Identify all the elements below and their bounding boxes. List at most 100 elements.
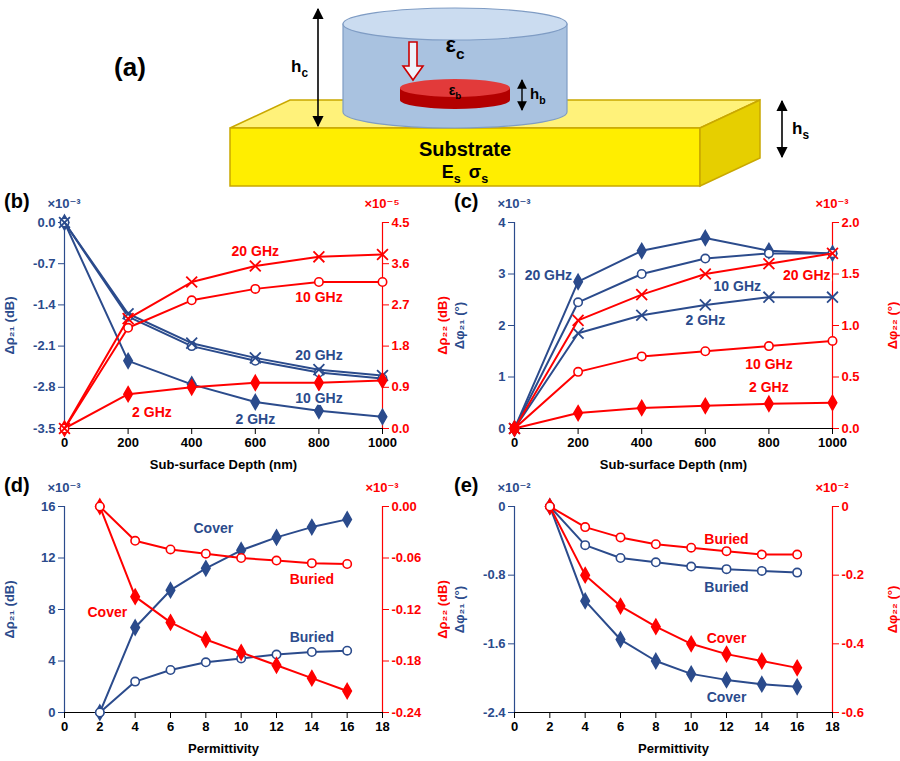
svg-text:4: 4 [132,719,140,734]
svg-text:Δρ₂₁ (dB): Δρ₂₁ (dB) [2,580,17,638]
svg-text:4: 4 [48,653,56,668]
svg-text:12: 12 [269,719,283,734]
svg-text:600: 600 [244,435,266,450]
svg-text:Sub-surface Depth (nm): Sub-surface Depth (nm) [600,457,747,472]
svg-text:600: 600 [694,435,716,450]
svg-text:-2.1: -2.1 [33,338,55,353]
svg-text:-0.4: -0.4 [842,636,865,651]
svg-text:1000: 1000 [368,435,397,450]
svg-text:16: 16 [340,719,354,734]
svg-text:4: 4 [498,215,506,230]
svg-text:Δρ₂₁ (dB): Δρ₂₁ (dB) [2,296,17,354]
svg-text:-2.8: -2.8 [33,379,55,394]
svg-text:10 GHz: 10 GHz [745,356,792,372]
svg-text:2: 2 [546,719,553,734]
svg-text:4.5: 4.5 [392,215,410,230]
svg-text:Δρ₂₂ (dB): Δρ₂₂ (dB) [435,296,450,355]
svg-text:Buried: Buried [704,579,748,595]
svg-text:8: 8 [48,602,55,617]
svg-text:Substrate: Substrate [419,138,511,160]
svg-text:0.0: 0.0 [37,215,55,230]
svg-text:-0.24: -0.24 [392,705,422,720]
svg-text:Permittivity: Permittivity [188,741,260,756]
svg-text:Cover: Cover [707,689,747,705]
svg-text:2 GHz: 2 GHz [132,404,172,420]
svg-text:0: 0 [511,719,518,734]
svg-text:14: 14 [305,719,320,734]
svg-text:Sub-surface Depth (nm): Sub-surface Depth (nm) [150,457,297,472]
svg-text:400: 400 [631,435,653,450]
svg-text:8: 8 [652,719,659,734]
svg-text:1.0: 1.0 [842,318,860,333]
svg-text:0: 0 [61,719,68,734]
svg-text:0.9: 0.9 [392,379,410,394]
svg-text:2 GHz: 2 GHz [749,379,789,395]
svg-text:2 GHz: 2 GHz [685,312,725,328]
svg-text:-3.5: -3.5 [33,421,55,436]
svg-text:0: 0 [48,705,55,720]
svg-text:20 GHz: 20 GHz [525,267,572,283]
svg-text:Δρ₂₂ (dB): Δρ₂₂ (dB) [435,580,450,639]
svg-text:10: 10 [234,719,248,734]
svg-text:2.0: 2.0 [842,215,860,230]
svg-text:0: 0 [498,421,505,436]
svg-text:Δφ₂₂ (°): Δφ₂₂ (°) [885,302,900,350]
svg-text:-2.4: -2.4 [483,705,506,720]
svg-text:400: 400 [181,435,203,450]
svg-text:14: 14 [755,719,770,734]
svg-text:2 GHz: 2 GHz [235,411,275,427]
svg-text:6: 6 [167,719,174,734]
svg-text:800: 800 [308,435,330,450]
svg-text:Cover: Cover [87,604,127,620]
svg-text:18: 18 [375,719,389,734]
svg-text:10 GHz: 10 GHz [714,278,761,294]
svg-text:Buried: Buried [290,571,334,587]
svg-text:0: 0 [498,499,505,514]
svg-text:3.6: 3.6 [392,256,410,271]
svg-text:20 GHz: 20 GHz [295,347,342,363]
svg-text:10 GHz: 10 GHz [295,390,342,406]
svg-text:20 GHz: 20 GHz [783,267,830,283]
svg-text:0.00: 0.00 [392,499,417,514]
svg-text:16: 16 [790,719,804,734]
svg-text:Permittivity: Permittivity [638,741,710,756]
svg-text:-0.18: -0.18 [392,653,422,668]
svg-text:8: 8 [202,719,209,734]
svg-text:800: 800 [758,435,780,450]
svg-text:hc: hc [291,57,308,80]
svg-text:10: 10 [684,719,698,734]
svg-text:0.0: 0.0 [392,421,410,436]
svg-text:-0.7: -0.7 [33,256,55,271]
svg-text:Cover: Cover [707,630,747,646]
svg-text:2: 2 [498,318,505,333]
svg-text:200: 200 [567,435,589,450]
svg-text:εc: εc [445,32,464,62]
svg-text:12: 12 [719,719,733,734]
svg-text:200: 200 [117,435,139,450]
svg-text:hb: hb [530,85,546,106]
svg-text:6: 6 [617,719,624,734]
svg-text:-0.8: -0.8 [483,567,505,582]
svg-text:Cover: Cover [193,520,233,536]
svg-text:18: 18 [825,719,839,734]
svg-text:Esσs: Esσs [442,162,488,186]
svg-text:16: 16 [41,499,55,514]
svg-text:-1.4: -1.4 [33,297,56,312]
svg-text:Buried: Buried [704,531,748,547]
svg-text:εb: εb [449,82,462,101]
svg-text:Δφ₂₁ (°): Δφ₂₁ (°) [452,586,467,633]
svg-text:3: 3 [498,266,505,281]
svg-text:1.5: 1.5 [842,266,860,281]
svg-text:10 GHz: 10 GHz [295,289,342,305]
svg-text:1: 1 [498,369,505,384]
svg-text:-1.6: -1.6 [483,636,505,651]
svg-text:-0.6: -0.6 [842,705,864,720]
svg-text:-0.2: -0.2 [842,567,864,582]
svg-text:Δφ₂₁ (°): Δφ₂₁ (°) [452,302,467,349]
svg-text:2.7: 2.7 [392,297,410,312]
svg-text:0: 0 [842,499,849,514]
svg-text:12: 12 [41,550,55,565]
svg-text:20 GHz: 20 GHz [232,243,279,259]
svg-text:0.0: 0.0 [842,421,860,436]
svg-text:0.5: 0.5 [842,369,860,384]
